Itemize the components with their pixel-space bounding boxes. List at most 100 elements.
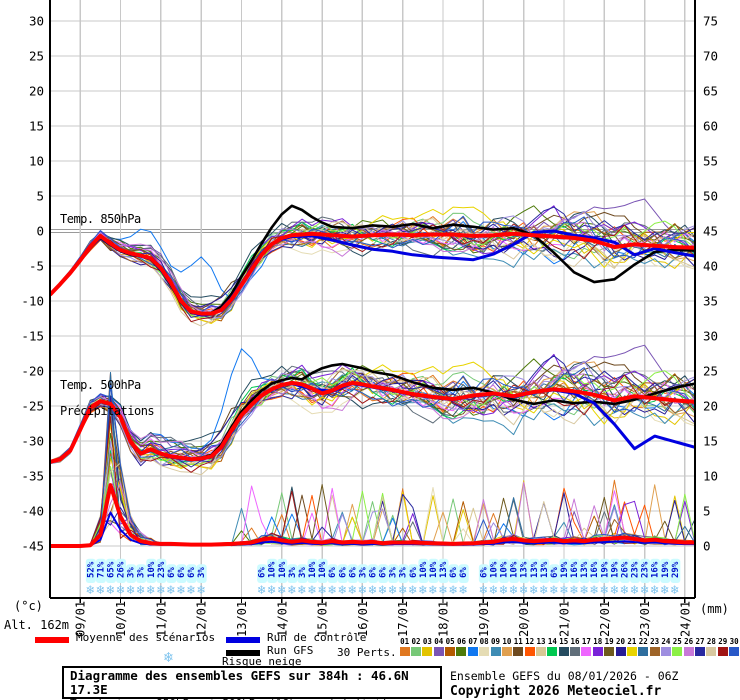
snowflake-mark: ❄: [650, 583, 659, 598]
pert-member-color-swatch: [501, 647, 512, 656]
snowflake-icon: ❄: [164, 648, 174, 666]
snowflake-mark: ❄: [267, 583, 276, 598]
snowflake-mark: ❄: [95, 583, 104, 598]
snowflake-mark: ❄: [640, 583, 649, 598]
left-axis-tick: -35: [21, 469, 44, 484]
snow-risk-percent: 23%: [631, 561, 641, 578]
pert-member-color-swatch: [479, 647, 490, 656]
run-info: Ensemble GEFS du 08/01/2026 - 06Z: [450, 669, 679, 683]
pert-member-id: 27: [695, 637, 705, 646]
pert-member-id: 18: [593, 637, 603, 646]
left-axis-unit: (°c): [14, 599, 43, 613]
pert-member-id: 14: [547, 637, 557, 646]
snowflake-mark: ❄: [489, 583, 498, 598]
pert-member-color-swatch: [649, 647, 660, 656]
axes: [49, 0, 696, 599]
pert-member-id: 16: [570, 637, 580, 646]
day-label: 16/01: [356, 601, 370, 637]
pert-member-color-swatch: [638, 647, 649, 656]
snow-risk-percent: 16%: [651, 561, 661, 578]
snow-risk-percent: 23%: [641, 561, 651, 578]
snowflake-mark: ❄: [630, 583, 639, 598]
left-axis-tick: -20: [21, 364, 44, 379]
snow-risk-percent: 26%: [117, 561, 127, 578]
left-axis-tick: -30: [21, 434, 44, 449]
pert-member-id: 10: [502, 637, 512, 646]
pert-member-color-swatch: [513, 647, 524, 656]
snowflake-mark: ❄: [136, 583, 145, 598]
left-axis-tick: -5: [29, 259, 44, 274]
pert-member: 19: [603, 637, 615, 656]
legend-mean-label: Moyenne des scénarios: [76, 631, 216, 644]
pert-member: 01: [399, 638, 410, 656]
snowflake-mark: ❄: [559, 583, 568, 598]
pert-member-color-swatch: [422, 647, 433, 656]
pert-member: 27: [694, 637, 706, 656]
pert-member: 02: [410, 638, 422, 656]
legend-snow-label: Risque neige: [222, 655, 302, 668]
pert-member-id: 08: [479, 637, 489, 646]
snow-risk-percent: 29%: [671, 561, 681, 578]
snow-risk-percent: 6%: [479, 567, 489, 578]
copyright: Copyright 2026 Meteociel.fr: [450, 684, 662, 699]
snow-risk-percent: 3%: [399, 567, 409, 578]
snowflake-mark: ❄: [589, 583, 598, 598]
panel-label-precip: Précipitations: [60, 404, 155, 418]
snowflake-mark: ❄: [317, 583, 326, 598]
pert-member-id: 21: [627, 637, 637, 646]
snow-risk-percent: 10%: [429, 561, 439, 578]
snow-risk-percent: 3%: [137, 567, 147, 578]
snow-risk-percent: 6%: [369, 567, 379, 578]
right-axis-tick: 45: [703, 224, 718, 239]
snow-risk-percent: 23%: [157, 561, 167, 578]
pert-member-color-swatch: [695, 647, 706, 656]
snow-risk-percent: 3%: [127, 567, 137, 578]
right-axis-unit: (mm): [700, 602, 729, 616]
pert-member-color-swatch: [570, 647, 581, 656]
pert-member: 08: [479, 638, 490, 656]
snowflake-mark: ❄: [327, 583, 336, 598]
pert-member: 20: [615, 638, 626, 656]
diagram-title: Diagramme des ensembles GEFS sur 384h : …: [70, 668, 409, 697]
snow-risk-percent: 13%: [439, 561, 449, 578]
snowflake-mark: ❄: [499, 583, 508, 598]
snowflake-mark: ❄: [478, 583, 487, 598]
pert-member: 28: [706, 638, 717, 656]
snow-risk-percent: 13%: [580, 561, 590, 578]
snow-risk-percent: 19%: [661, 561, 671, 578]
snowflake-mark: ❄: [408, 583, 417, 598]
snow-risk-percent: 10%: [510, 561, 520, 578]
day-label: 22/01: [598, 601, 612, 637]
pert-member: 16: [569, 637, 581, 656]
altitude-label: Alt. 162m: [4, 618, 70, 632]
members-t850: [50, 198, 695, 327]
snowflake-mark: ❄: [398, 583, 407, 598]
snowflake-mark: ❄: [85, 583, 94, 598]
snowflake-mark: ❄: [337, 583, 346, 598]
right-axis-tick: 70: [703, 49, 718, 64]
pert-member: 04: [433, 638, 444, 656]
snowflake-mark: ❄: [146, 583, 155, 598]
pert-member-id: 23: [650, 637, 660, 646]
snow-risk-strip: 52%❄71%❄65%❄26%❄3%❄3%❄10%❄23%❄6%❄6%❄6%❄3…: [85, 558, 681, 598]
pert-member-id: 17: [581, 637, 591, 646]
pert-member-color-swatch: [581, 647, 592, 656]
day-label: 14/01: [275, 601, 289, 637]
pert-member-id: 03: [422, 637, 432, 646]
pert-member-id: 19: [604, 637, 614, 646]
pert-member-id: 29: [718, 637, 728, 646]
snowflake-mark: ❄: [529, 583, 538, 598]
snowflake-mark: ❄: [186, 583, 195, 598]
snow-risk-percent: 19%: [600, 561, 610, 578]
pert-member-color-swatch: [683, 647, 694, 656]
pert-member-color-swatch: [445, 647, 456, 656]
day-label: 18/01: [437, 601, 451, 637]
pert-member-color-swatch: [615, 647, 626, 656]
pert-member: 24: [660, 638, 671, 656]
snowflake-mark: ❄: [368, 583, 377, 598]
snow-risk-percent: 10%: [500, 561, 510, 578]
pert-member-color-swatch: [626, 647, 637, 656]
right-axis-tick: 30: [703, 329, 718, 344]
snowflake-mark: ❄: [358, 583, 367, 598]
